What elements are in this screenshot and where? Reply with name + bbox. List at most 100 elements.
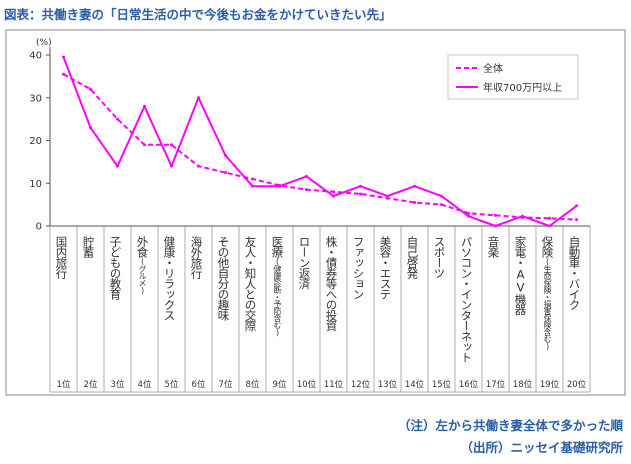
data-point	[575, 204, 578, 208]
x-rank-label: 15位	[432, 379, 452, 390]
x-rank-label: 13位	[378, 379, 398, 390]
x-category-label: スポーツ	[433, 236, 447, 278]
data-point	[251, 177, 254, 181]
x-category-sublabel: (健康診断・予防含む)	[273, 257, 282, 336]
data-point	[440, 203, 443, 207]
x-category-label: 音楽	[487, 235, 501, 259]
x-category-label: パソコン・インターネット	[460, 236, 474, 362]
x-rank-label: 9位	[273, 379, 287, 390]
x-rank-label: 4位	[138, 379, 152, 390]
y-tick-label: 0	[36, 222, 42, 233]
x-rank-label: 7位	[219, 379, 233, 390]
chart-source: （出所）ニッセイ基礎研究所	[460, 440, 623, 455]
data-point	[575, 218, 578, 222]
x-category-label: 自己啓発	[406, 236, 420, 280]
x-rank-label: 6位	[192, 379, 206, 390]
data-point	[116, 164, 119, 168]
x-category-label: 自動車・バイク	[568, 236, 582, 310]
x-category-label: 外食(グルメ)	[136, 236, 150, 294]
data-point	[413, 200, 416, 204]
data-point	[494, 224, 497, 228]
data-point	[278, 184, 281, 188]
data-point	[224, 171, 227, 175]
legend-label: 全体	[483, 62, 503, 75]
chart-note: （注）左から共働き妻全体で多かった順	[397, 418, 623, 433]
x-rank-label: 1位	[57, 379, 71, 390]
x-rank-label: 14位	[405, 379, 425, 390]
x-category-label: ファッション	[352, 236, 366, 299]
data-point	[413, 184, 416, 188]
data-point	[251, 184, 254, 188]
data-point	[359, 192, 362, 196]
series-line-overall	[63, 73, 577, 221]
y-axis: 0 10 20 30 40	[29, 47, 51, 233]
x-rank-label: 12位	[351, 379, 371, 390]
data-point	[62, 55, 65, 59]
line-chart: (%) 0 10 20 30 40 国内旅行 1位 貯蓄 2位 子どもの教育 3位 外食(グルメ) 4…	[5, 29, 626, 396]
data-point	[143, 143, 146, 147]
data-point	[116, 117, 119, 121]
x-rank-label: 8位	[246, 379, 260, 390]
data-point	[386, 196, 389, 200]
data-point	[359, 184, 362, 188]
x-category-label: ローン返済	[298, 236, 312, 289]
x-category-label: 貯蓄	[82, 236, 96, 258]
legend-box	[447, 54, 579, 100]
data-point	[143, 104, 146, 108]
x-category-sublabel: (グルメ)	[138, 257, 147, 294]
data-point	[521, 214, 524, 218]
x-category-label: 友人・知人との交際	[244, 235, 258, 331]
data-point	[305, 188, 308, 192]
x-category-label: 健康・リラックス	[163, 236, 177, 321]
x-category-label: 家電・AV機器	[514, 235, 528, 316]
plot-frame	[5, 29, 626, 396]
y-axis-unit-label: (%)	[36, 38, 52, 48]
x-category-label: 保険(生命保険・損害保険含む)	[541, 235, 555, 350]
x-rank-label: 10位	[297, 379, 317, 390]
x-rank-label: 20位	[567, 379, 587, 390]
data-point	[440, 194, 443, 198]
data-point	[197, 164, 200, 168]
data-point	[89, 126, 92, 130]
x-rank-label: 16位	[459, 379, 479, 390]
x-rank-label: 18位	[513, 379, 533, 390]
series-line-income-700	[62, 56, 578, 227]
data-point	[548, 216, 551, 220]
data-point	[170, 143, 173, 147]
x-rank-label: 2位	[84, 379, 98, 390]
data-point	[89, 87, 92, 91]
x-category-label: その他自分の趣味	[217, 236, 231, 321]
data-point	[467, 211, 470, 215]
y-tick-label: 30	[29, 93, 42, 104]
data-point	[467, 214, 470, 218]
data-point	[386, 194, 389, 198]
legend-label: 年収700万円以上	[483, 81, 562, 94]
figure-title: 図表：共働き妻の「日常生活の中で今後もお金をかけていきたい先」	[4, 7, 392, 22]
data-point	[332, 194, 335, 198]
data-point	[197, 96, 200, 100]
x-rank-label: 17位	[486, 379, 506, 390]
x-category-sublabel: (生命保険・損害保険含む)	[543, 257, 552, 350]
data-point	[62, 72, 65, 76]
x-rank-label: 5位	[165, 379, 179, 390]
x-category-label: 美容・エステ	[379, 235, 393, 300]
x-axis-categories: 国内旅行 1位 貯蓄 2位 子どもの教育 3位 外食(グルメ) 4位 健康・リラックス 5位 海外旅…	[49, 225, 591, 393]
x-category-label: 医療(健康診断・予防含む)	[271, 236, 285, 336]
data-point	[494, 213, 497, 217]
x-rank-label: 3位	[111, 379, 125, 390]
series-lines	[62, 55, 578, 228]
data-point	[548, 224, 551, 228]
y-tick-label: 20	[29, 136, 42, 147]
x-category-label: 国内旅行	[55, 236, 69, 280]
data-point	[305, 174, 308, 178]
x-category-label: 株・債券等への投資	[325, 235, 339, 331]
data-point	[332, 190, 335, 194]
x-rank-label: 19位	[540, 379, 560, 390]
data-point	[170, 164, 173, 168]
data-point	[224, 153, 227, 157]
x-category-label: 子どもの教育	[109, 236, 123, 301]
y-tick-label: 10	[29, 179, 42, 190]
x-category-label: 海外旅行	[190, 235, 204, 280]
x-rank-label: 11位	[324, 379, 344, 390]
